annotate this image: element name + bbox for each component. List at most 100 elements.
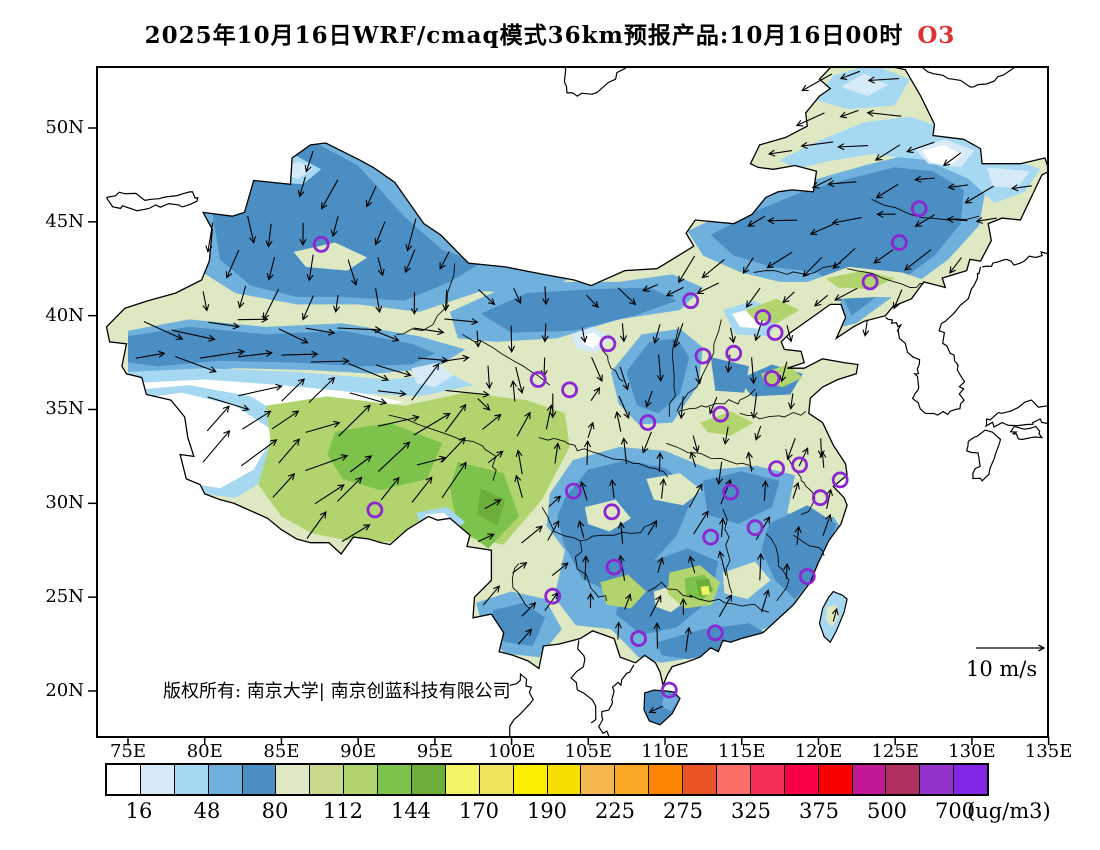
- colorbar-cell: [411, 765, 445, 794]
- city-marker: [605, 558, 623, 576]
- city-markers: [312, 200, 928, 699]
- longitude-label: 110E: [641, 741, 689, 762]
- colorbar-cell: [783, 765, 818, 794]
- city-marker: [766, 324, 784, 342]
- longitude-label: 75E: [109, 741, 147, 762]
- city-marker: [366, 501, 384, 519]
- colorbar-cell: [139, 765, 174, 794]
- city-marker: [712, 405, 729, 423]
- colorbar-tick-label: 190: [526, 799, 568, 823]
- colorbar-tick-label: 48: [193, 799, 221, 823]
- city-marker: [811, 489, 829, 507]
- colorbar-cell: [107, 765, 140, 794]
- axis-ticks: [88, 127, 1050, 745]
- colorbar-cell: [343, 765, 378, 794]
- longitude-label: 95E: [416, 741, 453, 762]
- colorbar-cell: [207, 765, 242, 794]
- city-marker: [561, 381, 578, 399]
- city-marker: [831, 471, 849, 489]
- longitude-label: 120E: [794, 741, 843, 762]
- city-marker: [768, 460, 785, 478]
- city-marker: [702, 528, 720, 546]
- latitude-label: 45N: [45, 210, 84, 232]
- city-marker: [791, 456, 808, 474]
- colorbar-cell: [546, 765, 581, 794]
- colorbar-cell: [241, 765, 276, 794]
- city-marker: [544, 587, 562, 605]
- colorbar-tick-label: 325: [730, 799, 772, 823]
- city-marker: [603, 503, 621, 521]
- longitude-label: 80E: [186, 741, 223, 762]
- city-marker: [746, 519, 764, 537]
- city-marker: [722, 483, 739, 501]
- province-borders: [388, 198, 980, 613]
- title-pollutant-label: O3: [917, 22, 956, 49]
- colorbar-cell: [580, 765, 615, 794]
- colorbar-cell: [444, 765, 479, 794]
- colorbar-cell: [682, 765, 717, 794]
- colorbar-cell: [478, 765, 513, 794]
- colorbar-tick-label: 275: [662, 799, 704, 823]
- longitude-label: 100E: [487, 741, 536, 762]
- city-marker: [890, 234, 908, 251]
- latitude-label: 35N: [45, 398, 84, 420]
- city-marker: [861, 273, 879, 291]
- colorbar-tick-label: 112: [322, 799, 364, 823]
- copyright-text: 版权所有: 南京大学| 南京创蓝科技有限公司: [163, 681, 511, 702]
- longitude-label: 105E: [564, 741, 613, 762]
- colorbar-cell: [919, 765, 954, 794]
- colorbar-cell: [749, 765, 784, 794]
- latitude-label: 20N: [45, 679, 84, 701]
- colorbar-cell: [309, 765, 344, 794]
- colorbar-tick-label: 500: [866, 799, 908, 823]
- city-marker: [725, 344, 743, 362]
- colorbar-cell: [614, 765, 649, 794]
- longitude-label: 115E: [718, 741, 766, 762]
- colorbar-cell: [648, 765, 683, 794]
- latitude-label: 30N: [45, 492, 84, 514]
- colorbar-cell: [716, 765, 750, 794]
- city-marker: [910, 200, 928, 218]
- longitude-label: 130E: [948, 741, 996, 762]
- colorbar-tick-label: 16: [125, 799, 153, 823]
- colorbar-cell: [953, 765, 988, 794]
- city-marker: [529, 371, 547, 388]
- city-marker: [694, 347, 712, 365]
- city-marker: [763, 370, 781, 387]
- colorbar-unit-label: (ug/m3): [967, 799, 1051, 823]
- colorbar: [105, 763, 989, 796]
- colorbar-cell: [377, 765, 412, 794]
- colorbar-cell: [851, 765, 886, 794]
- city-marker: [798, 568, 816, 585]
- colorbar-tick-label: 80: [261, 799, 289, 823]
- city-marker: [660, 681, 678, 699]
- map-frame: [96, 66, 1049, 738]
- longitude-label: 90E: [340, 741, 377, 762]
- city-marker: [706, 624, 724, 642]
- city-marker: [599, 335, 617, 353]
- wind-scale-legend: [976, 644, 1046, 652]
- city-marker: [754, 309, 772, 326]
- latitude-label: 40N: [45, 304, 84, 326]
- longitude-label: 125E: [871, 741, 919, 762]
- longitude-label: 135E: [1024, 741, 1073, 762]
- colorbar-cell: [173, 765, 208, 794]
- colorbar-tick-label: 144: [390, 799, 432, 823]
- page-title: 2025年10月16日WRF/cmaq模式36km预报产品:10月16日00时 O…: [0, 16, 1100, 50]
- city-marker: [312, 235, 330, 253]
- city-marker: [639, 414, 657, 432]
- wind-scale-label: 10 m/s: [966, 657, 1037, 681]
- latitude-label: 25N: [45, 586, 84, 608]
- colorbar-tick-label: 225: [594, 799, 636, 823]
- colorbar-tick-label: 170: [458, 799, 500, 823]
- colorbar-tick-label: 700: [934, 799, 976, 823]
- neighbor-coastlines: [105, 67, 1048, 737]
- colorbar-tick-label: 375: [798, 799, 840, 823]
- city-marker: [565, 482, 582, 500]
- city-marker: [682, 292, 700, 310]
- colorbar-cell: [817, 765, 852, 794]
- latitude-label: 50N: [45, 117, 84, 138]
